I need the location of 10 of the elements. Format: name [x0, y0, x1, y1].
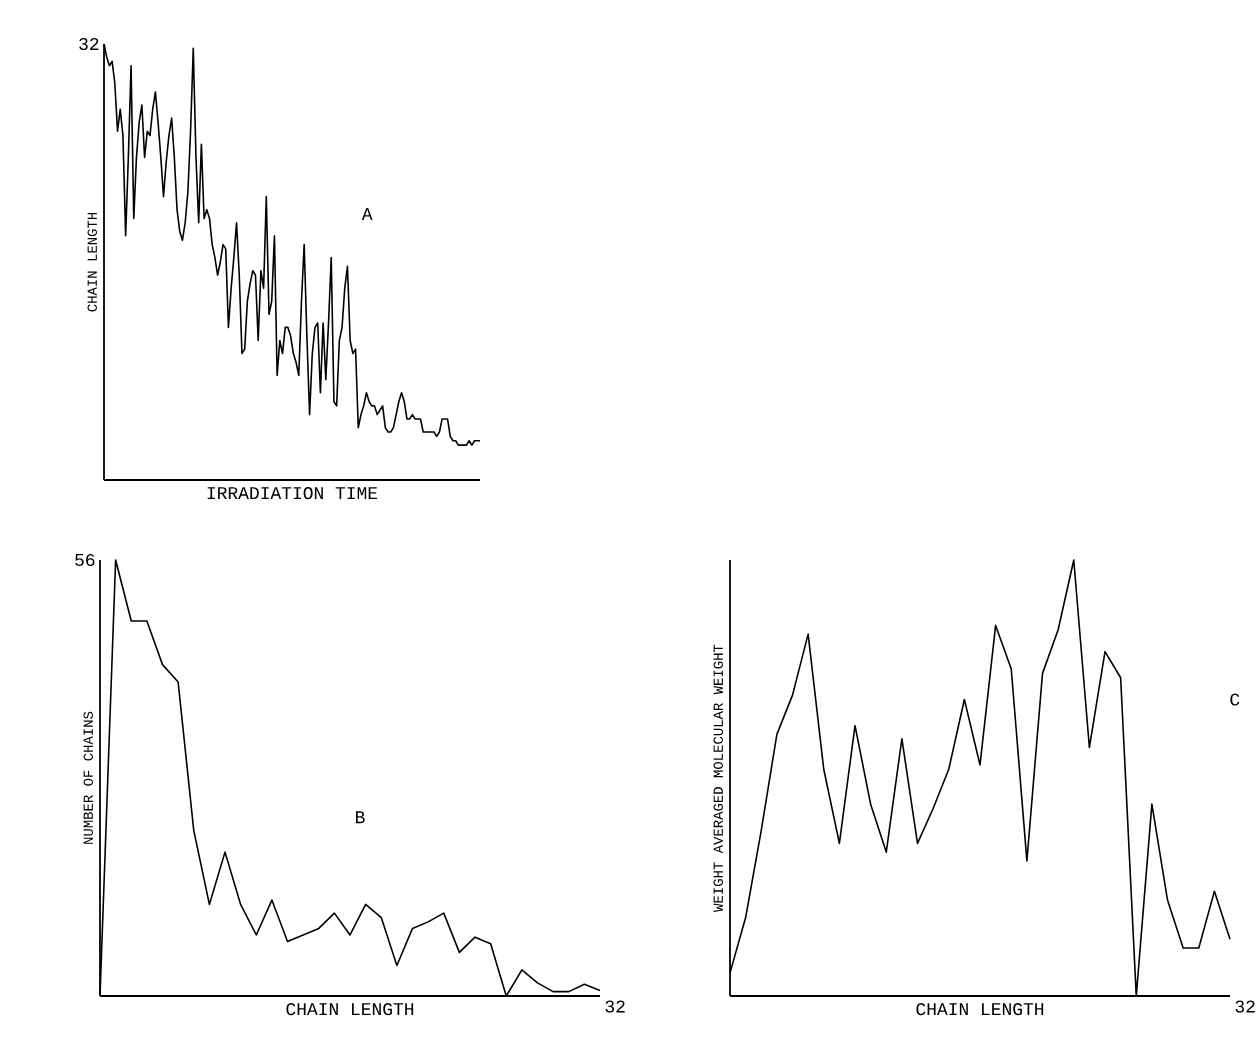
text: C: [1230, 693, 1240, 706]
text: 32: [79, 37, 99, 51]
x-axis-title: IRRADIATION TIME: [207, 487, 378, 500]
x-axis-title: CHAIN LENGTH: [916, 1003, 1044, 1016]
annotation: B: [356, 811, 365, 824]
text: 56: [75, 553, 95, 567]
text: 32: [605, 1000, 625, 1013]
text: 32: [1235, 1000, 1255, 1013]
annotation: A: [361, 208, 373, 220]
x-axis-title: CHAIN LENGTH: [286, 1003, 414, 1016]
